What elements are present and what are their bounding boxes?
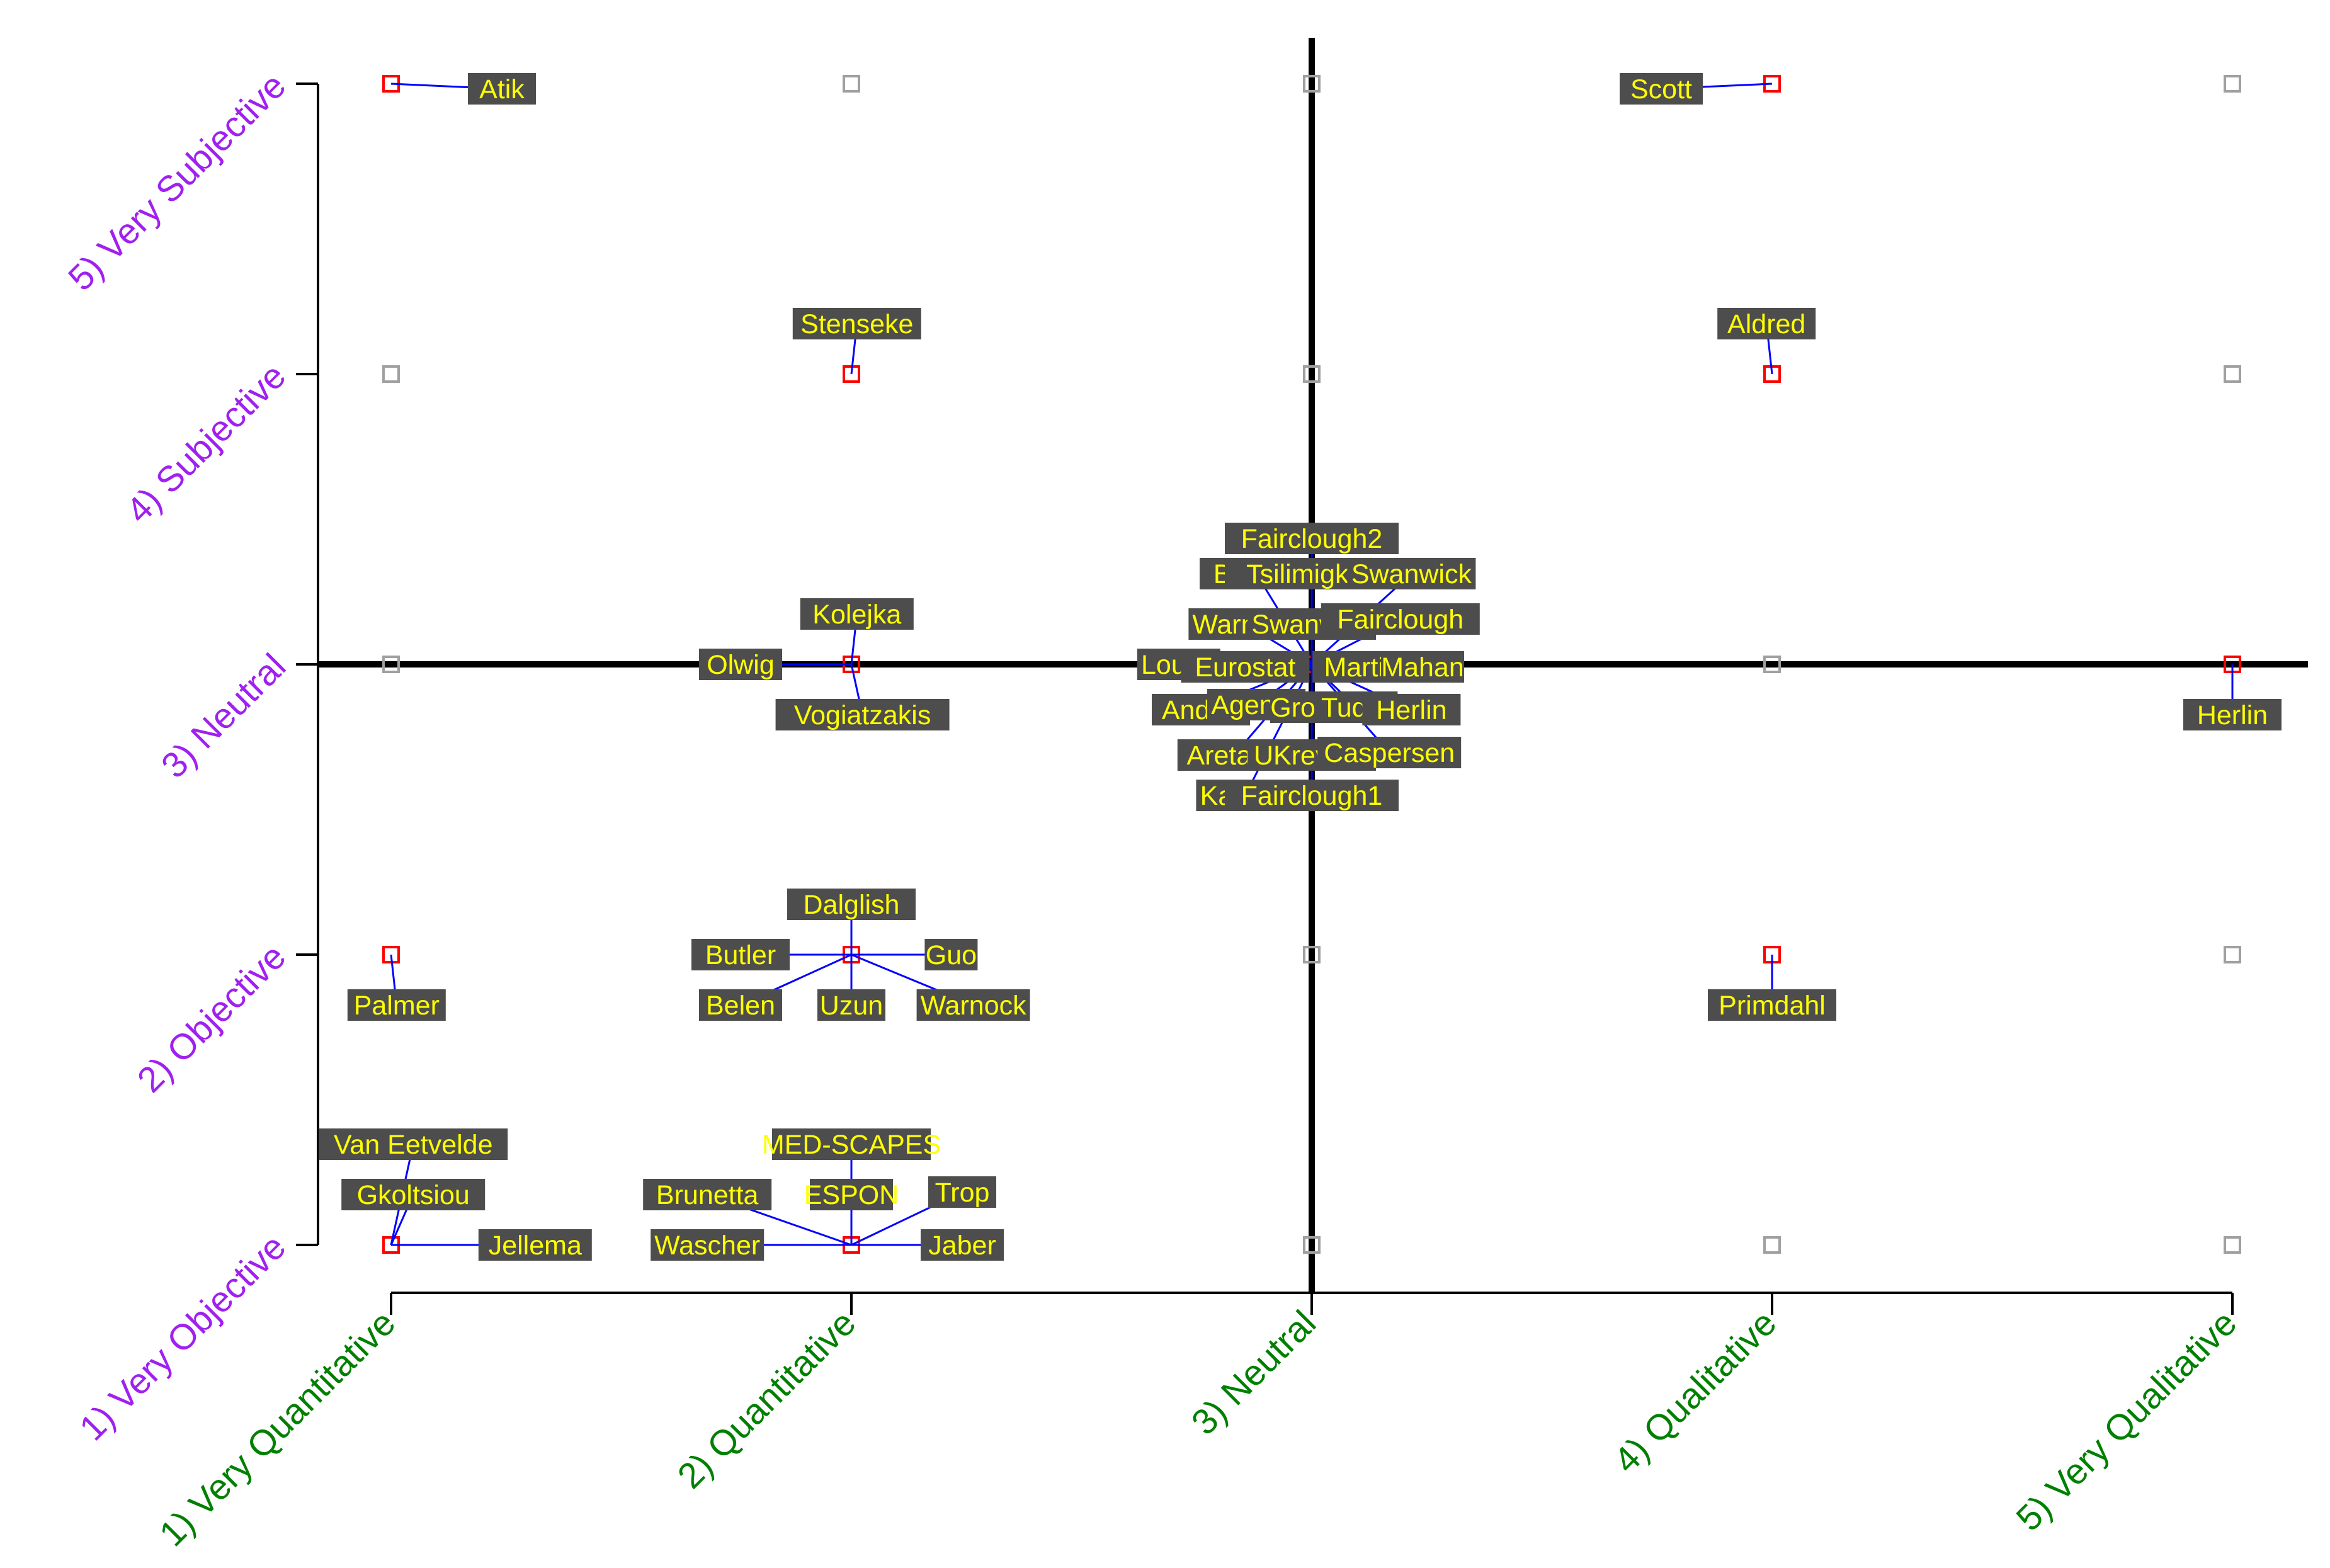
label-box (1708, 989, 1836, 1021)
label-box (916, 989, 1030, 1021)
label-box (699, 989, 782, 1021)
point-label: Vogiatzakis (794, 700, 931, 730)
point-label: Belen (706, 991, 775, 1021)
point-label: Van Eetvelde (334, 1130, 493, 1160)
label-box (928, 1176, 996, 1208)
label-box (468, 73, 536, 105)
leader-line (1244, 664, 1313, 796)
point-label: Primdahl (1719, 991, 1826, 1021)
point-label: Herlin (2197, 700, 2268, 730)
label-box (1717, 308, 1816, 339)
empty-grid-marker (1303, 946, 1321, 963)
point-label: Fairclough1 (1241, 781, 1383, 811)
label-box (341, 1179, 486, 1210)
label-box (691, 939, 790, 970)
label-box (319, 1128, 508, 1160)
empty-grid-marker (2224, 365, 2241, 383)
point-label: Gkoltsiou (357, 1180, 470, 1210)
point-label: Brunetta (656, 1180, 759, 1210)
point-label: Warnock (921, 991, 1027, 1021)
point-label: Trop (935, 1178, 990, 1208)
point-label: Olwig (707, 650, 775, 680)
label-box (699, 649, 782, 680)
label-box (1321, 603, 1480, 635)
point-label: Atik (479, 74, 525, 105)
empty-grid-marker (1303, 1236, 1321, 1254)
empty-grid-marker (382, 656, 400, 673)
label-box (921, 1229, 1004, 1261)
empty-grid-marker (1303, 365, 1321, 383)
point-label: Fairclough (1337, 605, 1463, 635)
label-box (1347, 558, 1476, 589)
empty-grid-marker (382, 365, 400, 383)
label-box (1225, 523, 1399, 554)
point-label: Wascher (654, 1230, 760, 1261)
label-box (347, 989, 446, 1021)
point-label: Scott (1630, 74, 1692, 105)
label-box (810, 1179, 893, 1210)
label-box (651, 1229, 764, 1261)
point-label: Jaber (928, 1230, 996, 1261)
label-box (1317, 737, 1462, 768)
empty-grid-marker (2224, 946, 2241, 963)
label-box (787, 889, 916, 920)
point-label: Caspersen (1324, 738, 1455, 768)
empty-grid-marker (2224, 75, 2241, 93)
point-label: MED-SCAPES (762, 1130, 941, 1160)
point-label: Mahan (1381, 652, 1463, 683)
label-box (1381, 651, 1464, 683)
label-box (800, 598, 914, 630)
label-box (1362, 694, 1461, 725)
point-label: Jellema (489, 1230, 582, 1261)
point-label: Butler (705, 940, 776, 970)
point-label: Fairclough2 (1241, 524, 1383, 554)
label-box (924, 939, 978, 970)
label-box (1225, 780, 1399, 811)
label-box (775, 699, 950, 730)
label-box (817, 989, 885, 1021)
empty-grid-marker (1303, 75, 1321, 93)
point-label: Guo (926, 940, 977, 970)
point-label: Uzun (820, 991, 883, 1021)
point-label: Dalglish (804, 890, 900, 920)
empty-grid-marker (1763, 1236, 1781, 1254)
label-box (2183, 699, 2282, 730)
point-label: Eurostat (1195, 652, 1295, 683)
label-box (643, 1179, 772, 1210)
point-label: ESPON (804, 1180, 899, 1210)
empty-grid-marker (1763, 656, 1781, 673)
label-box (1620, 73, 1703, 105)
point-label: Swanwick (1351, 559, 1472, 589)
point-label: Aldred (1727, 309, 1805, 339)
label-box (478, 1229, 592, 1261)
empty-grid-marker (2224, 1236, 2241, 1254)
label-box (1181, 651, 1310, 683)
empty-grid-marker (843, 75, 860, 93)
point-label: Palmer (354, 991, 440, 1021)
label-box (792, 308, 921, 339)
point-label: Stenseke (800, 309, 913, 339)
label-box (772, 1128, 931, 1160)
point-label: Kolejka (812, 599, 901, 630)
point-label: Herlin (1376, 695, 1446, 725)
